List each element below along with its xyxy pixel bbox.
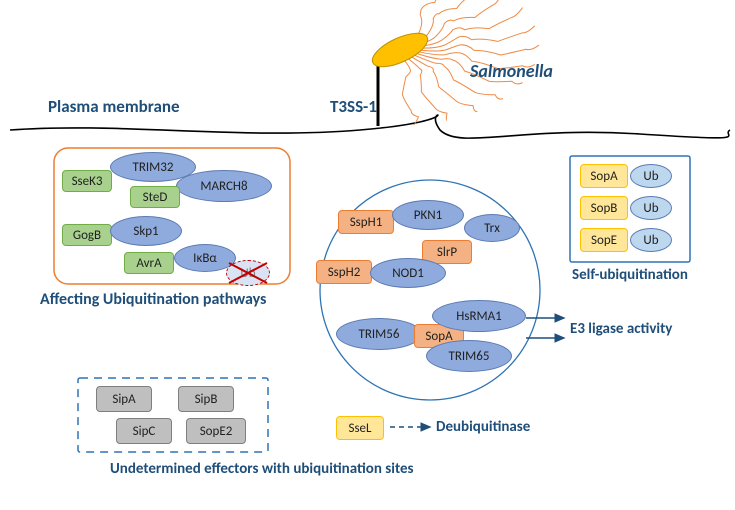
march8-node: MARCH8 — [176, 170, 272, 202]
trx-node: Trx — [464, 214, 520, 242]
sope-node: SopE — [580, 228, 628, 252]
sipb-node: SipB — [178, 386, 234, 412]
skp1-node: Skp1 — [110, 216, 182, 246]
ssph1-node: SspH1 — [338, 210, 394, 234]
ssel-node: SseL — [336, 416, 384, 440]
sted-node: SteD — [130, 186, 180, 208]
pkn1-node: PKN1 — [392, 200, 464, 230]
gogb-node: GogB — [62, 224, 112, 246]
sopb-node: SopB — [580, 196, 628, 220]
sope2-node: SopE2 — [186, 418, 246, 444]
ub-node: Ub — [630, 228, 672, 252]
trim65-node: TRIM65 — [426, 340, 512, 372]
ub-node: Ub — [630, 196, 672, 220]
trim56-node: TRIM56 — [336, 318, 422, 350]
nod1-node: NOD1 — [370, 258, 446, 288]
sipa-node: SipA — [96, 386, 152, 412]
ub_crossed-node: Ub — [226, 260, 270, 286]
ssek3-node: SseK3 — [62, 170, 112, 192]
hsrma1-node: HsRMA1 — [432, 300, 526, 332]
ssph2-node: SspH2 — [316, 260, 372, 284]
sopa-node: SopA — [580, 164, 628, 188]
e3-arrows — [526, 318, 564, 338]
sipc-node: SipC — [116, 418, 172, 444]
avra-node: AvrA — [124, 252, 174, 274]
ub-node: Ub — [630, 164, 672, 188]
